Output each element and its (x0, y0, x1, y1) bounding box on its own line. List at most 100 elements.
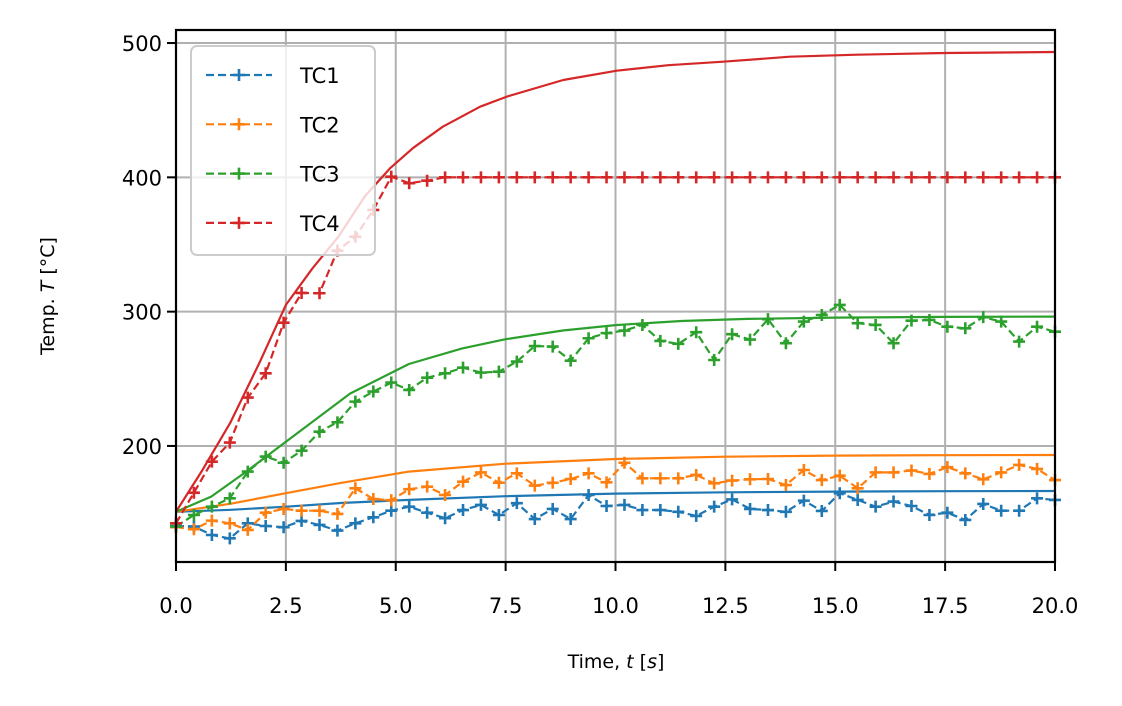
marker-tc4 (726, 171, 739, 184)
x-axis-label: Time, t [s] (567, 651, 665, 673)
marker-tc4 (277, 316, 290, 329)
marker-tc4 (259, 367, 272, 380)
marker-tc2 (1031, 462, 1044, 475)
legend-marker (233, 216, 245, 229)
marker-tc4 (528, 171, 541, 184)
marker-tc1 (905, 499, 918, 512)
model-lines (176, 50, 1055, 513)
marker-tc1 (636, 504, 649, 517)
marker-tc3 (223, 492, 236, 505)
marker-tc4 (492, 171, 505, 184)
marker-tc1 (887, 495, 900, 508)
marker-tc1 (977, 497, 990, 510)
legend-marker (233, 118, 245, 131)
marker-tc3 (690, 326, 703, 339)
marker-tc1 (385, 504, 398, 517)
marker-tc2 (977, 473, 990, 486)
x-axis-ticks: 0.0 2.5 5.0 7.5 10.0 12.5 15.0 17.5 20.0 (159, 562, 1078, 618)
marker-tc4 (690, 171, 703, 184)
marker-tc2 (726, 474, 739, 487)
marker-tc1 (959, 513, 972, 526)
marker-tc4 (815, 171, 828, 184)
legend: TC1 TC2 TC3 TC4 (190, 45, 376, 256)
x-tick-label: 17.5 (922, 594, 969, 618)
marker-tc2 (421, 480, 434, 493)
marker-tc4 (797, 171, 810, 184)
marker-tc4 (905, 171, 918, 184)
marker-tc1 (797, 494, 810, 507)
marker-tc1 (421, 506, 434, 519)
marker-tc2 (941, 461, 954, 474)
marker-tc4 (510, 171, 523, 184)
marker-tc2 (959, 467, 972, 480)
marker-tc1 (726, 493, 739, 506)
marker-tc4 (869, 171, 882, 184)
marker-tc1 (618, 498, 631, 511)
x-tick-label: 7.5 (489, 594, 522, 618)
marker-tc3 (708, 353, 721, 366)
marker-tc3 (977, 311, 990, 324)
marker-tc2 (744, 473, 757, 486)
series-line-tc3 (176, 303, 1055, 528)
legend-entry-tc2: TC2 (206, 113, 340, 137)
marker-tc2 (564, 472, 577, 485)
marker-tc3 (457, 361, 470, 374)
marker-tc2 (259, 506, 272, 519)
legend-marker (233, 69, 245, 81)
model-line-tc2 (176, 453, 1055, 513)
marker-tc4 (887, 171, 900, 184)
marker-tc3 (941, 320, 954, 333)
marker-tc2 (295, 504, 308, 517)
marker-tc3 (385, 376, 398, 389)
marker-tc3 (959, 322, 972, 335)
marker-tc4 (385, 170, 398, 183)
marker-tc1 (313, 518, 326, 531)
marker-tc2 (672, 472, 685, 485)
marker-tc1 (564, 513, 577, 526)
marker-tc2 (385, 494, 398, 507)
y-tick-label: 300 (122, 301, 162, 325)
marker-tc1 (815, 504, 828, 517)
marker-tc1 (439, 512, 452, 525)
marker-tc3 (349, 395, 362, 408)
marker-tc2 (331, 507, 344, 520)
marker-tc4 (564, 171, 577, 184)
marker-tc3 (510, 355, 523, 368)
marker-tc3 (672, 337, 685, 350)
legend-label: TC3 (299, 163, 340, 187)
marker-tc2 (546, 476, 559, 489)
marker-tc3 (905, 314, 918, 327)
marker-tc3 (815, 309, 828, 322)
marker-tc1 (690, 509, 703, 522)
marker-tc2 (457, 475, 470, 488)
marker-tc3 (474, 366, 487, 379)
marker-tc3 (887, 337, 900, 350)
marker-tc4 (600, 171, 613, 184)
marker-tc4 (708, 171, 721, 184)
marker-tc2 (510, 467, 523, 480)
marker-tc1 (582, 488, 595, 501)
x-tick-label: 12.5 (702, 594, 749, 618)
marker-tc1 (941, 506, 954, 519)
legend-box (190, 45, 376, 256)
marker-tc3 (205, 500, 218, 513)
marker-tc2 (690, 468, 703, 481)
marker-tc1 (708, 500, 721, 513)
marker-tc3 (582, 332, 595, 345)
marker-tc4 (761, 171, 774, 184)
marker-tc4 (1031, 171, 1044, 184)
marker-tc4 (313, 287, 326, 300)
marker-tc1 (349, 517, 362, 530)
marker-tc3 (654, 334, 667, 347)
marker-tc4 (241, 391, 254, 404)
marker-tc3 (241, 465, 254, 478)
marker-tc2 (869, 466, 882, 479)
marker-tc4 (959, 171, 972, 184)
legend-marker (233, 167, 245, 180)
marker-tc4 (582, 171, 595, 184)
marker-tc3 (295, 444, 308, 457)
x-tick-label: 10.0 (592, 594, 639, 618)
marker-tc4 (851, 171, 864, 184)
marker-tc2 (187, 523, 200, 536)
marker-tc3 (313, 425, 326, 438)
